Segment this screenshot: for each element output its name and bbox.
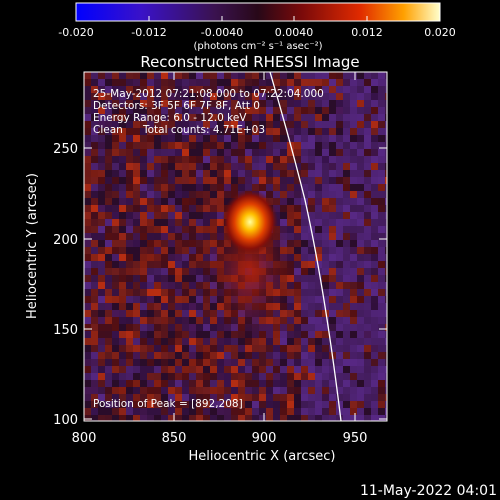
y-tick-label: 200 <box>53 233 78 248</box>
colorbar-gradient <box>75 2 441 22</box>
x-tick-label: 850 <box>162 431 187 446</box>
y-tick-label: 100 <box>53 413 78 428</box>
footer-timestamp: 11-May-2022 04:01 <box>360 483 497 499</box>
colorbar-unit-label: (photons cm⁻² s⁻¹ asec⁻²) <box>193 41 322 52</box>
colorbar-tick-label: 0.0040 <box>275 26 314 39</box>
colorbar-tick-label: -0.0040 <box>201 26 243 39</box>
colorbar-tick-label: 0.012 <box>351 26 383 39</box>
x-axis-label: Heliocentric X (arcsec) <box>189 449 336 464</box>
y-tick-label: 250 <box>53 142 78 157</box>
colorbar: -0.020 -0.012 -0.0040 0.0040 0.012 0.020… <box>58 2 456 52</box>
colorbar-tick-label: -0.020 <box>58 26 93 39</box>
info-time: 25-May-2012 07:21:08.000 to 07:22:04.000 <box>93 88 324 100</box>
x-tick-label: 800 <box>72 431 97 446</box>
y-axis-label: Heliocentric Y (arcsec) <box>25 173 40 319</box>
plot-title: Reconstructed RHESSI Image <box>140 53 359 71</box>
colorbar-tick-label: -0.012 <box>131 26 166 39</box>
plot-frame <box>83 71 388 422</box>
info-energy: Energy Range: 6.0 - 12.0 keV <box>93 112 247 124</box>
info-counts: Total counts: 4.71E+03 <box>142 124 265 136</box>
rhessi-image <box>84 72 387 421</box>
y-tick-label: 150 <box>53 323 78 338</box>
peak-position-label: Position of Peak = [892,208] <box>93 398 243 410</box>
info-clean: Clean <box>93 124 123 136</box>
x-tick-label: 950 <box>343 431 368 446</box>
info-detectors: Detectors: 3F 5F 6F 7F 8F, Att 0 <box>93 100 260 112</box>
solar-limb-line <box>269 72 342 421</box>
x-tick-label: 900 <box>252 431 277 446</box>
colorbar-tick-label: 0.020 <box>424 26 456 39</box>
